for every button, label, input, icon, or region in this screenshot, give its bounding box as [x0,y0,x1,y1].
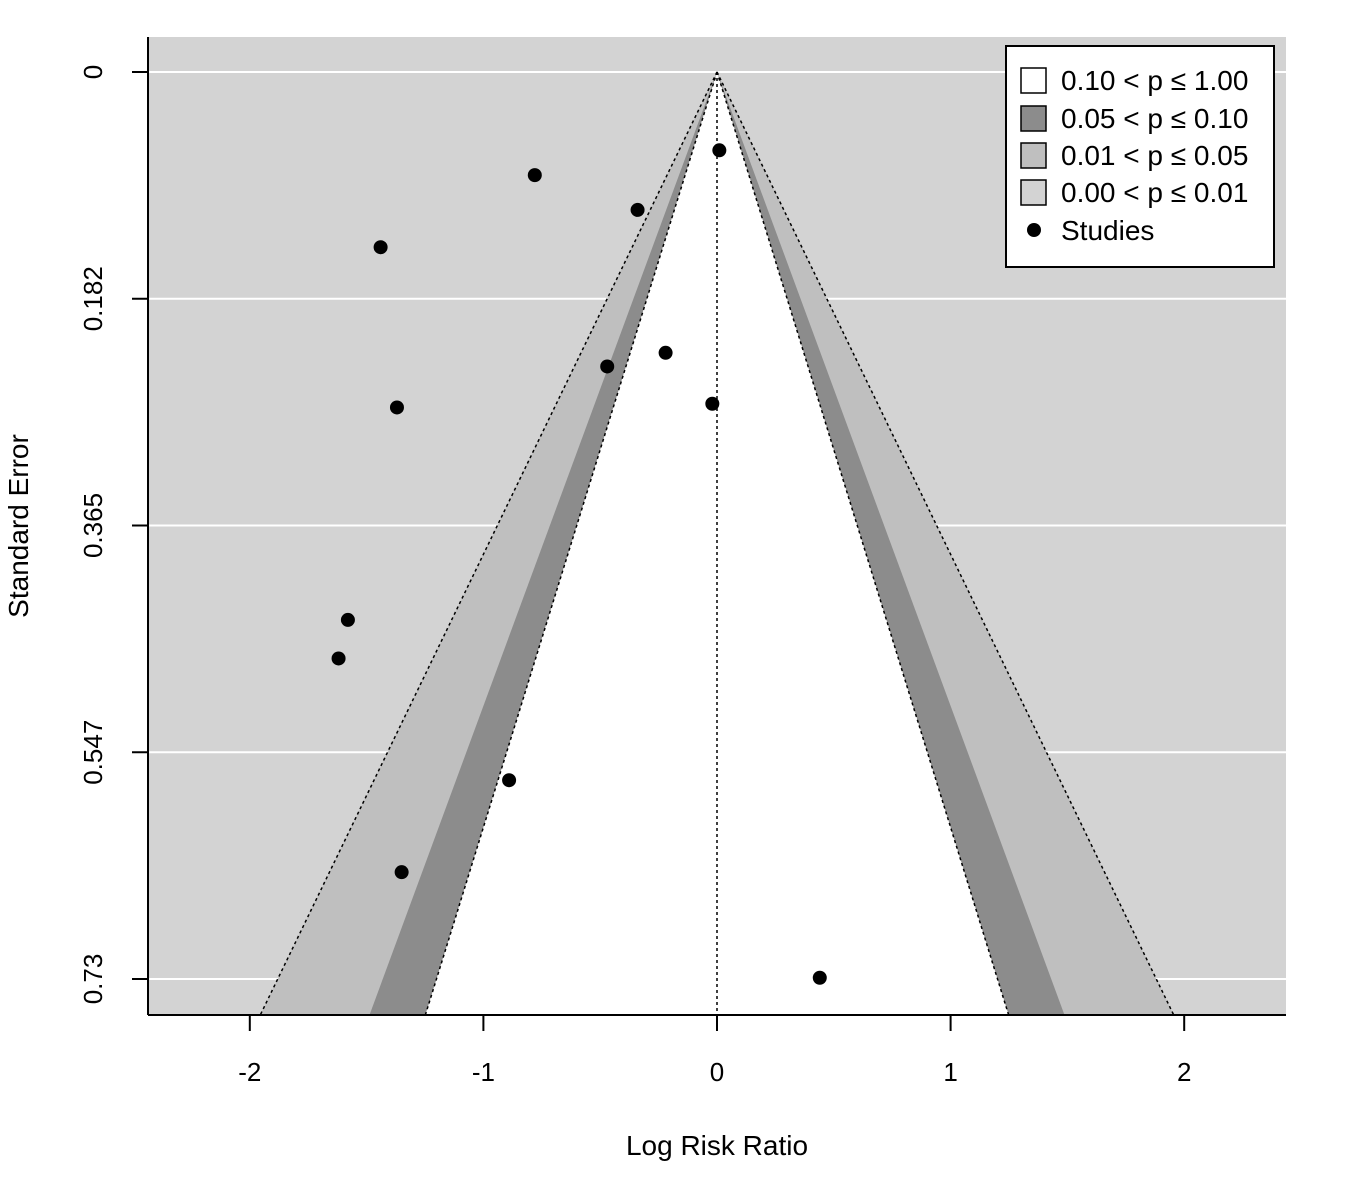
x-tick-label-4: 2 [1177,1057,1191,1087]
study-point-12 [812,970,827,985]
contour-regions [259,71,1175,1016]
x-tick-label-2: 0 [710,1057,724,1087]
legend-label-2: 0.01 < p ≤ 0.05 [1061,140,1248,171]
y-tick-label-2: 0.365 [78,493,108,558]
study-points [331,143,827,985]
study-point-9 [331,651,346,666]
contour-boundary-right-0 [716,71,1175,1016]
x-axis-ticks: -2 -1 0 1 2 [238,1015,1191,1087]
x-axis-title: Log Risk Ratio [626,1130,808,1161]
legend-label-1: 0.05 < p ≤ 0.10 [1061,103,1248,134]
study-point-5 [600,359,615,374]
study-point-3 [373,240,388,255]
legend-swatch-2 [1020,142,1047,169]
study-point-8 [340,612,355,627]
study-point-10 [502,773,517,788]
x-tick-label-3: 1 [943,1057,957,1087]
y-tick-label-1: 0.182 [78,266,108,331]
legend-swatch-1 [1020,105,1047,132]
legend-swatch-0 [1020,67,1047,94]
contour-region-2 [425,72,1009,1015]
y-axis-title: Standard Error [3,434,34,618]
legend-studies-marker [1027,223,1041,237]
legend-label-3: 0.00 < p ≤ 0.01 [1061,177,1248,208]
study-point-2 [630,202,645,217]
study-point-7 [389,400,404,415]
x-tick-label-1: -1 [472,1057,495,1087]
legend: 0.10 < p ≤ 1.00 0.05 < p ≤ 0.10 0.01 < p ≤… [1005,45,1275,268]
study-point-0 [712,143,727,158]
legend-studies-label: Studies [1061,215,1154,246]
contour-boundary-left-1 [424,71,718,1016]
study-point-11 [394,865,409,880]
legend-swatch-3 [1020,179,1047,206]
contour-boundary-right-1 [716,71,1010,1016]
study-point-4 [658,345,673,360]
y-tick-label-3: 0.547 [78,720,108,785]
study-point-1 [527,168,542,183]
y-tick-label-0: 0 [78,65,108,79]
legend-label-0: 0.10 < p ≤ 1.00 [1061,65,1248,96]
study-point-6 [705,396,720,411]
x-tick-label-0: -2 [238,1057,261,1087]
y-tick-label-4: 0.73 [78,954,108,1005]
y-axis-ticks: 0 0.182 0.365 0.547 0.73 [78,65,148,1005]
legend-box [1005,45,1275,268]
contour-boundary-left-0 [259,71,718,1016]
